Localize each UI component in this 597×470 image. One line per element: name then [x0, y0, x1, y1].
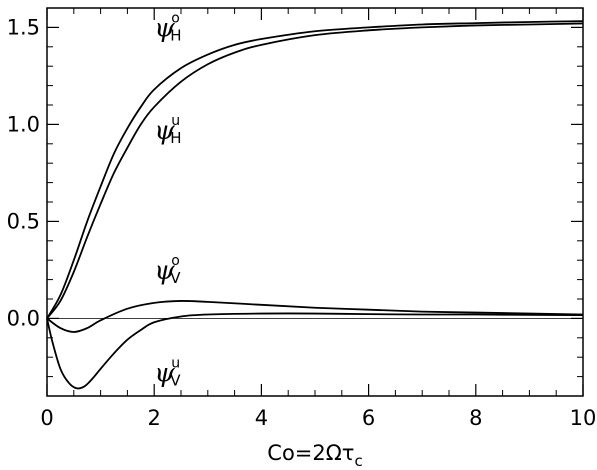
- curve-label-sub: V: [170, 269, 181, 287]
- curve-label-psi-h-u: ψuH: [154, 113, 181, 147]
- plot-frame: [46, 7, 584, 397]
- curve-label-base: ψ: [154, 13, 175, 43]
- curve-label-psi-v-u: ψuV: [154, 356, 181, 390]
- y-tick-label: 1.0: [7, 112, 40, 136]
- series-line-psi-v-u: [46, 312, 584, 390]
- series-lines: [46, 20, 584, 390]
- y-tick-label: 0.0: [7, 306, 40, 330]
- curve-label-sup: u: [171, 356, 180, 372]
- x-axis-title: Co=2Ωτc: [267, 441, 362, 470]
- curve-label-psi-v-o: ψoV: [154, 253, 181, 287]
- curve-label-psi-h-o: ψoH: [154, 10, 181, 44]
- x-tick-label: 0: [40, 406, 53, 430]
- y-tick-label: 1.5: [7, 15, 40, 39]
- x-tick-label: 10: [570, 406, 597, 430]
- curve-label-sup: u: [171, 113, 180, 129]
- axes: [46, 7, 584, 397]
- y-tick-label: 0.5: [7, 209, 40, 233]
- curve-label-base: ψ: [154, 116, 175, 146]
- series-line-psi-v-o: [46, 300, 584, 333]
- ticks: 0 2 4 6 8 10 0.0 0.5 1.0 1.5: [7, 7, 597, 430]
- curve-label-sup: o: [171, 253, 180, 269]
- curve-label-base: ψ: [154, 359, 175, 389]
- x-tick-label: 8: [469, 406, 482, 430]
- curve-label-sup: o: [171, 10, 180, 26]
- curve-label-sub: H: [170, 129, 181, 147]
- curve-label-sub: H: [170, 26, 181, 44]
- x-axis-title-sub: c: [354, 452, 362, 470]
- series-line-psi-h-u: [46, 22, 584, 319]
- series-line-psi-h-o: [46, 20, 584, 319]
- curve-label-base: ψ: [154, 256, 175, 286]
- x-axis-title-main: Co=2Ωτ: [267, 441, 354, 465]
- x-tick-label: 4: [255, 406, 268, 430]
- x-tick-label: 2: [148, 406, 161, 430]
- x-tick-label: 6: [362, 406, 375, 430]
- curve-label-sub: V: [170, 372, 181, 390]
